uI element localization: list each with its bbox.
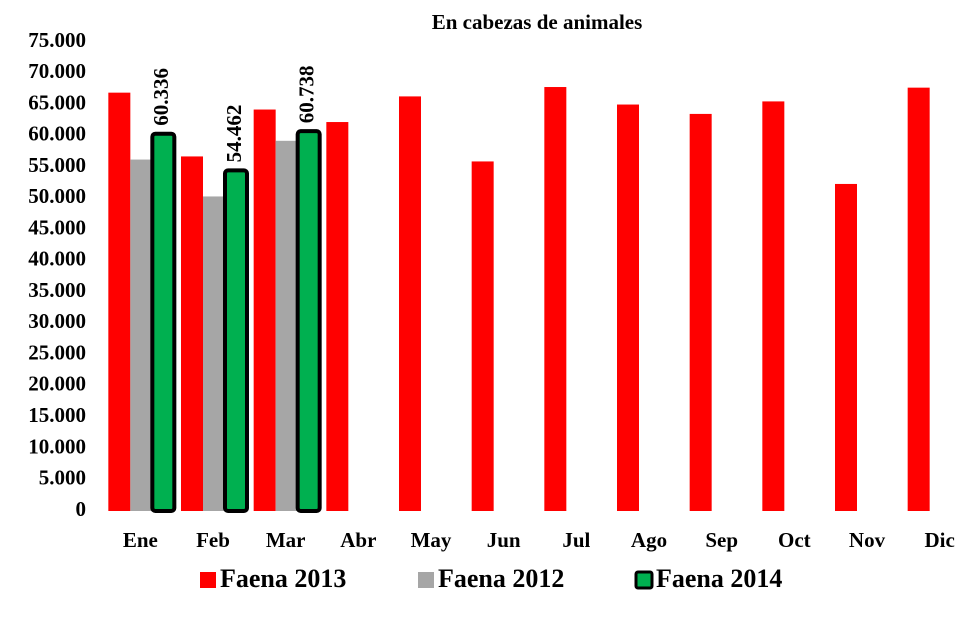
- bar: [150, 131, 177, 513]
- data-label: 54.462: [222, 105, 246, 163]
- y-tick-label: 20.000: [28, 372, 86, 396]
- bar: [223, 168, 249, 513]
- data-label: 60.738: [294, 65, 318, 123]
- x-tick-label: Feb: [196, 528, 230, 552]
- bar: [295, 129, 322, 514]
- x-tick-label: Jul: [562, 528, 590, 552]
- bar: [253, 109, 276, 511]
- bar: [275, 140, 298, 511]
- bar: [907, 87, 930, 512]
- bar: [617, 104, 639, 512]
- y-tick-label: 40.000: [28, 247, 86, 271]
- bar: [181, 156, 203, 511]
- bar: [835, 183, 857, 511]
- y-tick-label: 60.000: [28, 122, 86, 146]
- legend-label: Faena 2014: [656, 564, 782, 593]
- x-tick-label: Dic: [925, 528, 955, 552]
- bar: [108, 92, 131, 511]
- bar: [326, 122, 349, 511]
- data-label: 60.336: [149, 68, 173, 126]
- x-tick-label: Jun: [487, 528, 521, 552]
- x-tick-label: May: [411, 528, 452, 552]
- x-tick-label: Ago: [631, 528, 667, 552]
- x-tick-label: Oct: [778, 528, 811, 552]
- chart-title: En cabezas de animales: [432, 10, 643, 34]
- y-tick-label: 65.000: [28, 90, 86, 114]
- y-tick-label: 5.000: [39, 466, 86, 490]
- x-tick-label: Mar: [266, 528, 306, 552]
- bar: [203, 196, 225, 511]
- y-tick-label: 75.000: [28, 28, 86, 52]
- x-tick-label: Abr: [340, 528, 376, 552]
- bar: [544, 87, 567, 512]
- bar: [471, 161, 494, 511]
- y-tick-label: 25.000: [28, 340, 86, 364]
- bar: [689, 113, 712, 511]
- y-tick-label: 0: [76, 497, 87, 521]
- legend-swatch: [418, 572, 434, 588]
- x-tick-label: Nov: [849, 528, 886, 552]
- y-tick-label: 45.000: [28, 215, 86, 239]
- x-tick-label: Ene: [123, 528, 158, 552]
- legend-swatch: [634, 570, 654, 590]
- y-tick-label: 35.000: [28, 278, 86, 302]
- y-tick-label: 70.000: [28, 59, 86, 83]
- x-tick-label: Sep: [705, 528, 738, 552]
- y-tick-label: 50.000: [28, 184, 86, 208]
- y-tick-label: 30.000: [28, 309, 86, 333]
- bar: [399, 96, 421, 512]
- y-tick-label: 10.000: [28, 434, 86, 458]
- bar: [762, 101, 785, 511]
- legend-label: Faena 2012: [438, 564, 564, 593]
- legend-swatch: [200, 572, 216, 588]
- legend-label: Faena 2013: [220, 564, 346, 593]
- y-tick-label: 15.000: [28, 403, 86, 427]
- bar: [130, 159, 153, 511]
- y-tick-label: 55.000: [28, 153, 86, 177]
